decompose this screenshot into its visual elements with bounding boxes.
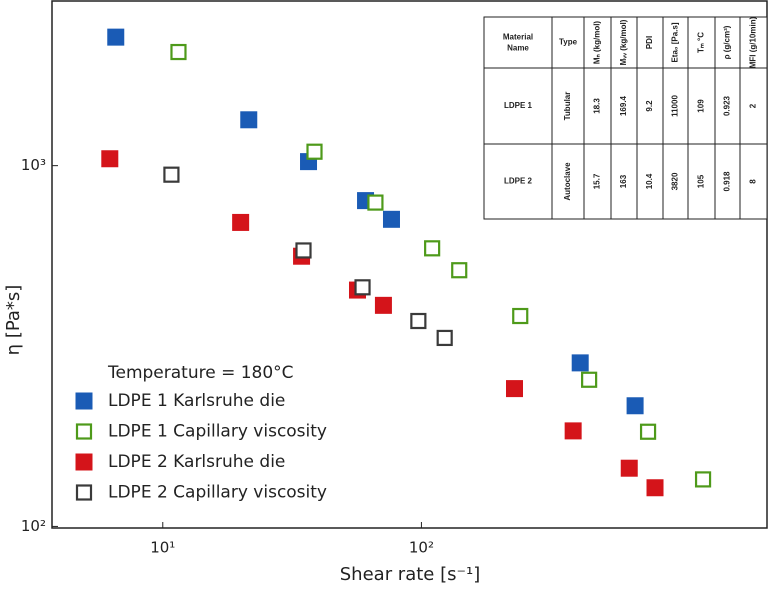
table-header: PDI: [645, 36, 654, 49]
legend-title: Temperature = 180°C: [107, 363, 294, 383]
point: [451, 262, 468, 279]
table-cell: LDPE 1: [504, 101, 533, 110]
legend-label: LDPE 1 Capillary viscosity: [108, 422, 327, 442]
table-cell: 105: [697, 174, 706, 188]
point: [163, 166, 180, 183]
point: [382, 210, 400, 228]
point: [101, 150, 119, 168]
legend-marker: [75, 453, 93, 471]
x-tick-label: 10²: [409, 539, 434, 557]
x-tick-label: 10¹: [150, 539, 175, 557]
table-header: Mₙ (kg/mol): [593, 21, 602, 65]
point: [374, 296, 392, 314]
point: [639, 423, 657, 440]
data-table: Material Name Type Mₙ (kg/mol) Mᵥᵥ (kg/mol) P…: [483, 16, 768, 220]
table-cell: Tubular: [563, 92, 572, 121]
table-cell: 163: [619, 174, 628, 188]
table-cell: 10.4: [645, 173, 654, 189]
table-header: MFI (g/10min): [749, 16, 758, 68]
legend-marker: [75, 392, 93, 410]
point: [410, 312, 427, 330]
point: [571, 354, 589, 372]
table-cell: 0.918: [723, 171, 732, 192]
point: [564, 422, 582, 440]
y-tick-label: 10³: [21, 156, 46, 174]
point: [367, 194, 384, 211]
plot-frame: [51, 0, 768, 529]
table-cell: 8: [749, 179, 758, 184]
point: [295, 242, 312, 259]
table-cell: LDPE 2: [504, 177, 533, 186]
table-cell: 109: [697, 99, 706, 113]
table-cell: 2: [749, 103, 758, 108]
table-header: Type: [559, 38, 578, 47]
point: [170, 43, 187, 61]
point: [107, 28, 125, 46]
point: [581, 371, 598, 388]
table-header: Mᵥᵥ (kg/mol): [619, 19, 628, 65]
table-frame: [483, 16, 768, 220]
table-cell: 169.4: [619, 95, 628, 116]
table-cell: Autoclave: [563, 162, 572, 201]
table-header: Material Name: [503, 33, 533, 53]
point: [620, 459, 638, 477]
point: [240, 111, 258, 129]
table-header: Tₘ °C: [697, 32, 706, 53]
point: [306, 143, 323, 160]
point: [512, 307, 529, 325]
table-cell: 15.7: [593, 173, 602, 189]
table-header: Eta₀ [Pa.s]: [671, 22, 680, 62]
table-cell: 3820: [671, 172, 680, 190]
point: [436, 329, 453, 347]
table-cell: 11000: [671, 95, 680, 117]
x-axis-label: Shear rate [s⁻¹]: [340, 564, 480, 585]
point: [694, 471, 712, 488]
point: [232, 213, 250, 231]
point: [646, 479, 664, 497]
legend-label: LDPE 2 Capillary viscosity: [108, 483, 327, 503]
legend-marker: [75, 423, 93, 440]
y-axis-label: η [Pa*s]: [3, 285, 24, 356]
table-cell: 0.923: [723, 95, 732, 116]
legend-marker: [75, 484, 93, 501]
point: [626, 397, 644, 415]
point: [424, 240, 441, 257]
point: [354, 279, 371, 296]
table-header: ρ (g/cm³): [723, 25, 732, 59]
y-tick-label: 10²: [21, 517, 46, 535]
legend-label: LDPE 2 Karlsruhe die: [108, 452, 285, 472]
table-cell: 9.2: [645, 100, 654, 112]
legend-label: LDPE 1 Karlsruhe die: [108, 391, 285, 411]
table-cell: 18.3: [593, 98, 602, 114]
point: [505, 380, 523, 398]
